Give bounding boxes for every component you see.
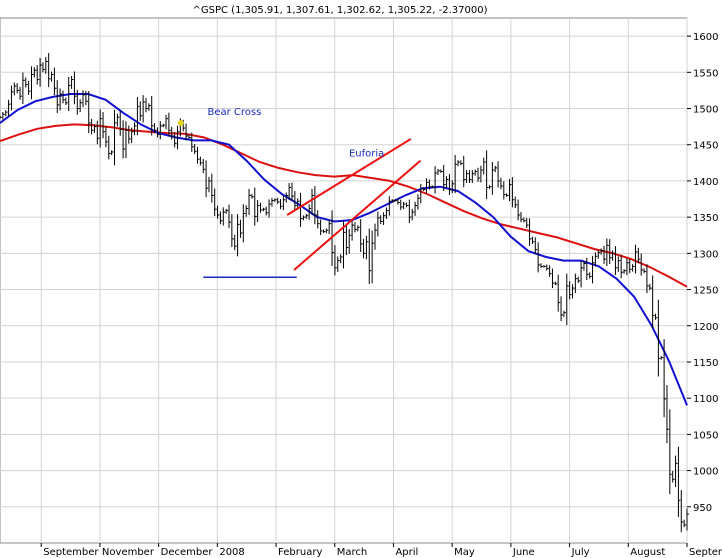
y-tick-label: 1150 <box>693 358 718 369</box>
y-tick-label: 1500 <box>693 105 718 116</box>
x-tick-label: September <box>43 547 99 558</box>
price-bars-layer <box>0 53 689 533</box>
plot-frame <box>0 17 688 544</box>
y-tick-label: 1000 <box>693 467 718 478</box>
y-tick-label: 1550 <box>693 68 718 79</box>
y-tick-label: 1200 <box>693 322 718 333</box>
chart-overlays: Bear Cross Euforia <box>177 107 422 278</box>
y-tick-label: 1400 <box>693 177 718 188</box>
y-tick-label: 950 <box>693 503 712 514</box>
x-tick-label: May <box>454 547 475 558</box>
y-tick-label: 1250 <box>693 286 718 297</box>
x-tick-label: March <box>337 547 367 558</box>
x-tick-label: 2008 <box>219 547 244 558</box>
y-tick-label: 1600 <box>693 32 718 43</box>
chart-grid <box>0 17 688 544</box>
x-tick-label: April <box>395 547 418 558</box>
trend-line-upper-channel <box>286 138 412 216</box>
x-tick-label: December <box>161 547 214 558</box>
annotation-label: Bear Cross <box>207 107 261 118</box>
x-tick-label: August <box>630 547 665 558</box>
x-tick-label: February <box>278 547 322 558</box>
x-tick-label: September <box>689 547 722 558</box>
annotation-label: Euforia <box>349 148 384 159</box>
y-tick-label: 1050 <box>693 430 718 441</box>
chart-title: ^GSPC (1,305.91, 1,307.61, 1,302.62, 1,3… <box>193 5 488 16</box>
y-tick-label: 1450 <box>693 141 718 152</box>
x-tick-label: November <box>102 547 155 558</box>
ma-short-line <box>0 93 688 406</box>
ma-short-layer <box>0 93 688 406</box>
chart-axes: 950 1000 1050 1100 1150 1200 1250 1300 1350 1400 1… <box>40 32 722 558</box>
y-tick-label: 1100 <box>693 394 718 405</box>
trend-line-lower-channel <box>293 159 422 271</box>
y-tick-label: 1350 <box>693 213 718 224</box>
x-tick-label: July <box>571 547 590 558</box>
bear-cross-marker <box>177 120 184 126</box>
y-tick-label: 1300 <box>693 249 718 260</box>
x-tick-label: June <box>512 547 535 558</box>
